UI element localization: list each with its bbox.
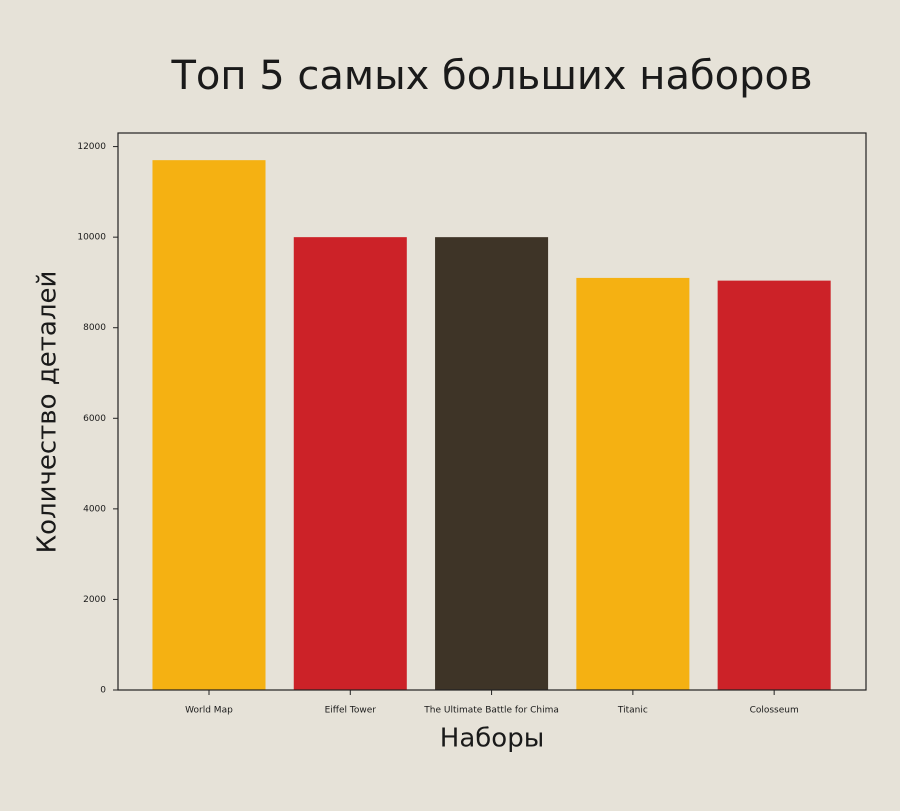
bar: [576, 277, 690, 690]
bar: [152, 160, 266, 691]
y-tick-label: 0: [100, 686, 106, 696]
chart-title: Топ 5 самых больших наборов: [170, 53, 812, 99]
x-tick-label: Colosseum: [750, 706, 799, 716]
y-axis-label: Количество деталей: [33, 271, 63, 554]
y-tick-label: 12000: [77, 142, 106, 152]
x-tick-label: Eiffel Tower: [325, 706, 377, 716]
bar: [293, 237, 407, 690]
y-tick-label: 4000: [83, 504, 106, 514]
x-tick-label: World Map: [185, 706, 233, 716]
x-axis-label: Наборы: [440, 724, 544, 754]
bar: [435, 237, 549, 690]
plot-frame: [117, 132, 867, 691]
y-tick-label: 2000: [83, 595, 106, 605]
bar: [717, 280, 831, 690]
y-tick-label: 8000: [83, 323, 106, 333]
y-tick-label: 10000: [77, 233, 106, 243]
x-tick-label: The Ultimate Battle for Chima: [423, 706, 559, 716]
y-tick-label: 6000: [83, 414, 106, 424]
x-tick-label: Titanic: [617, 706, 648, 716]
